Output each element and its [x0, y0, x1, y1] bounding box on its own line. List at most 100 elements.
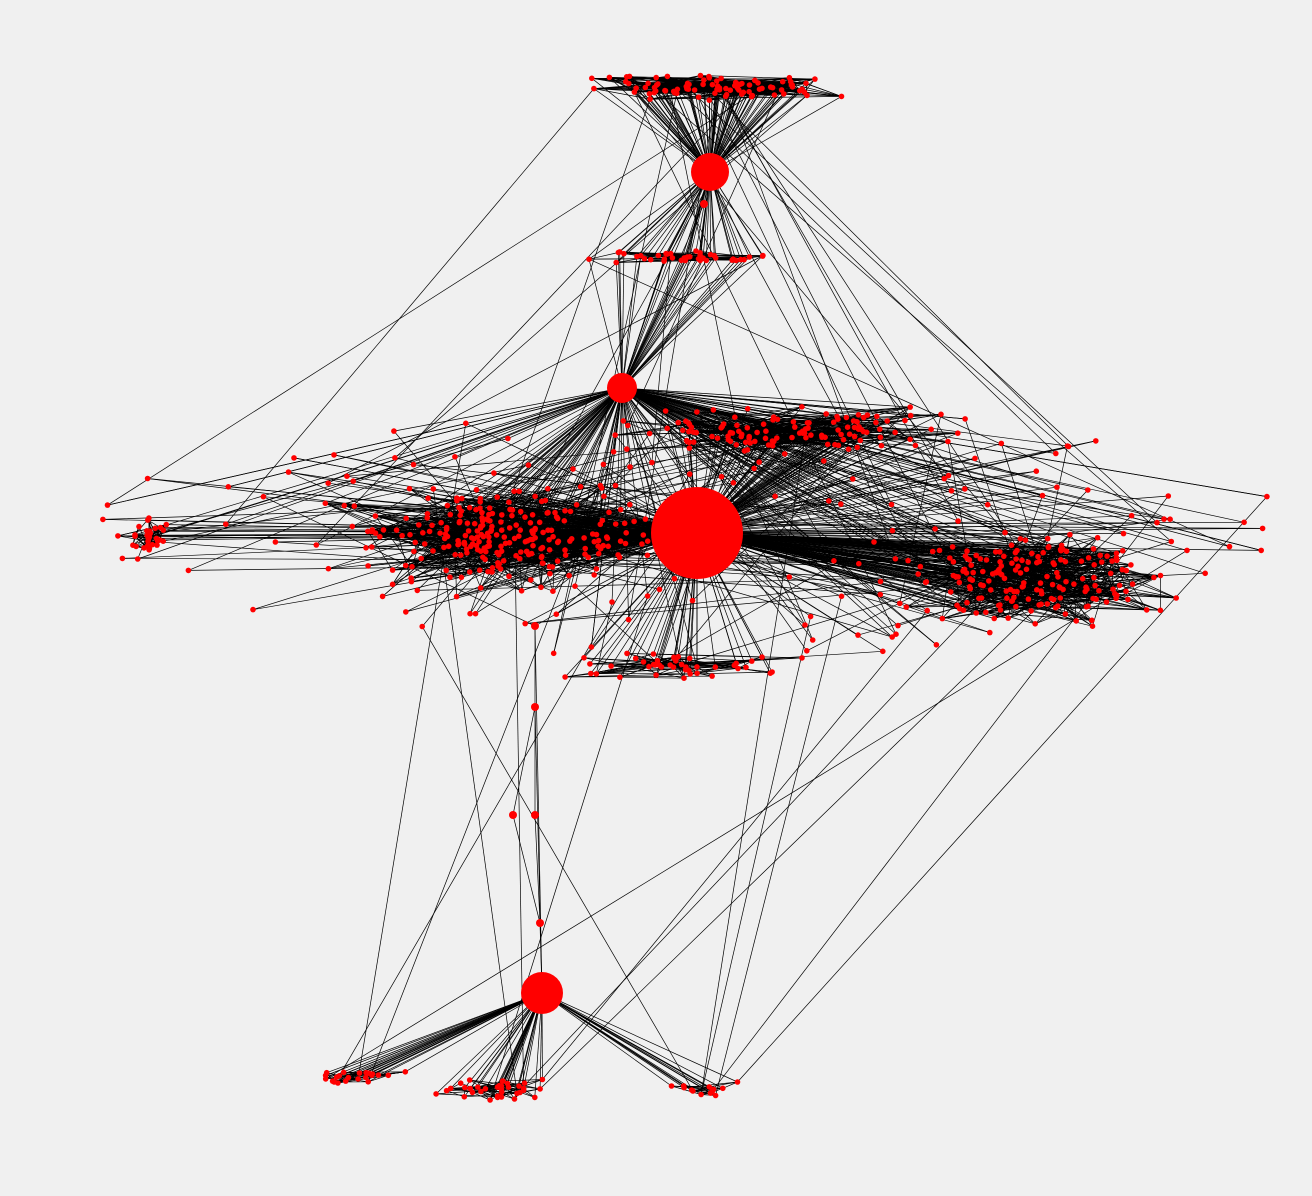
graph-node — [683, 437, 690, 444]
graph-node — [505, 435, 511, 442]
graph-edge — [502, 1081, 515, 1100]
graph-node — [804, 92, 810, 99]
graph-edge — [609, 77, 651, 100]
graph-edge — [263, 496, 698, 534]
graph-edge — [435, 992, 543, 1095]
graph-edge — [696, 532, 1064, 550]
graph-node — [588, 670, 594, 677]
graph-edge — [626, 76, 711, 173]
graph-node — [1054, 484, 1060, 491]
graph-node — [624, 446, 630, 452]
graph-node — [992, 549, 999, 555]
graph-node — [365, 563, 371, 569]
graph-node — [1044, 573, 1050, 580]
graph-node — [620, 418, 627, 424]
graph-node — [1034, 559, 1040, 566]
graph-node — [877, 434, 884, 441]
graph-edge — [446, 387, 623, 528]
graph-node — [727, 438, 734, 445]
graph-node — [984, 501, 991, 508]
graph-node — [444, 533, 451, 540]
graph-edge — [447, 536, 660, 590]
graph-edge — [621, 257, 716, 389]
graph-node — [250, 606, 256, 613]
graph-edge — [379, 533, 534, 538]
graph-edge — [525, 581, 881, 624]
graph-node — [379, 593, 386, 600]
graph-node — [1058, 557, 1064, 563]
graph-edge — [375, 515, 413, 567]
graph-edge — [1087, 605, 1147, 611]
graph-edge — [456, 566, 553, 597]
graph-edge — [621, 387, 1177, 599]
graph-node — [505, 1084, 512, 1090]
graph-node — [668, 1083, 675, 1089]
graph-edge — [382, 387, 623, 597]
graph-node — [1129, 581, 1136, 587]
graph-node — [1083, 584, 1089, 590]
graph-edge — [446, 1090, 465, 1098]
graph-edge — [512, 814, 541, 924]
graph-edge — [547, 387, 623, 489]
graph-node — [463, 420, 469, 427]
graph-node — [680, 1083, 687, 1089]
graph-node — [740, 89, 747, 96]
graph-edge — [565, 675, 713, 678]
graph-edge — [339, 992, 543, 1077]
graph-node — [962, 486, 968, 492]
graph-node — [525, 551, 532, 558]
graph-node — [683, 664, 689, 670]
graph-edge — [609, 77, 678, 90]
graph-node — [1157, 607, 1164, 614]
graph-node — [527, 520, 534, 526]
graph-node — [1017, 536, 1024, 542]
graph-edge — [696, 432, 958, 534]
graph-node — [511, 488, 517, 495]
graph-edge — [409, 534, 462, 578]
graph-node — [1165, 493, 1172, 499]
graph-node — [675, 419, 681, 426]
graph-node — [917, 563, 924, 570]
graph-node — [1063, 578, 1069, 585]
graph-node — [686, 445, 693, 451]
graph-node — [589, 75, 595, 82]
graph-node — [536, 519, 543, 526]
graph-edge — [715, 596, 842, 1096]
graph-edge — [621, 387, 1172, 542]
graph-node — [473, 542, 480, 549]
graph-edge — [1062, 537, 1098, 550]
graph-node — [445, 543, 452, 550]
graph-node — [365, 1079, 372, 1085]
graph-node — [644, 538, 651, 544]
graph-node — [754, 429, 760, 436]
graph-edge — [621, 387, 827, 415]
graph-edge — [107, 387, 623, 506]
graph-edge — [621, 255, 642, 389]
graph-node — [733, 257, 739, 264]
graph-node — [834, 413, 840, 420]
graph-node — [260, 493, 267, 500]
graph-node — [562, 547, 568, 553]
graph-node — [711, 252, 718, 259]
graph-node — [341, 502, 348, 509]
graph-edge — [457, 387, 623, 541]
graph-node — [562, 508, 568, 514]
graph-node — [1053, 450, 1059, 457]
graph-node — [712, 1092, 719, 1099]
graph-node — [978, 595, 985, 601]
graph-edge — [621, 387, 648, 597]
graph-node — [941, 475, 948, 482]
graph-edge — [482, 556, 790, 578]
hub-top-node — [691, 153, 729, 191]
graph-node — [695, 94, 702, 100]
graph-node — [950, 559, 957, 565]
graph-edge — [584, 387, 623, 555]
graph-node — [1001, 553, 1007, 560]
graph-node — [536, 919, 544, 927]
graph-node — [1202, 570, 1208, 577]
graph-node — [499, 1078, 506, 1084]
graph-node — [1057, 595, 1064, 601]
graph-node — [821, 458, 827, 464]
graph-edge — [653, 653, 689, 671]
